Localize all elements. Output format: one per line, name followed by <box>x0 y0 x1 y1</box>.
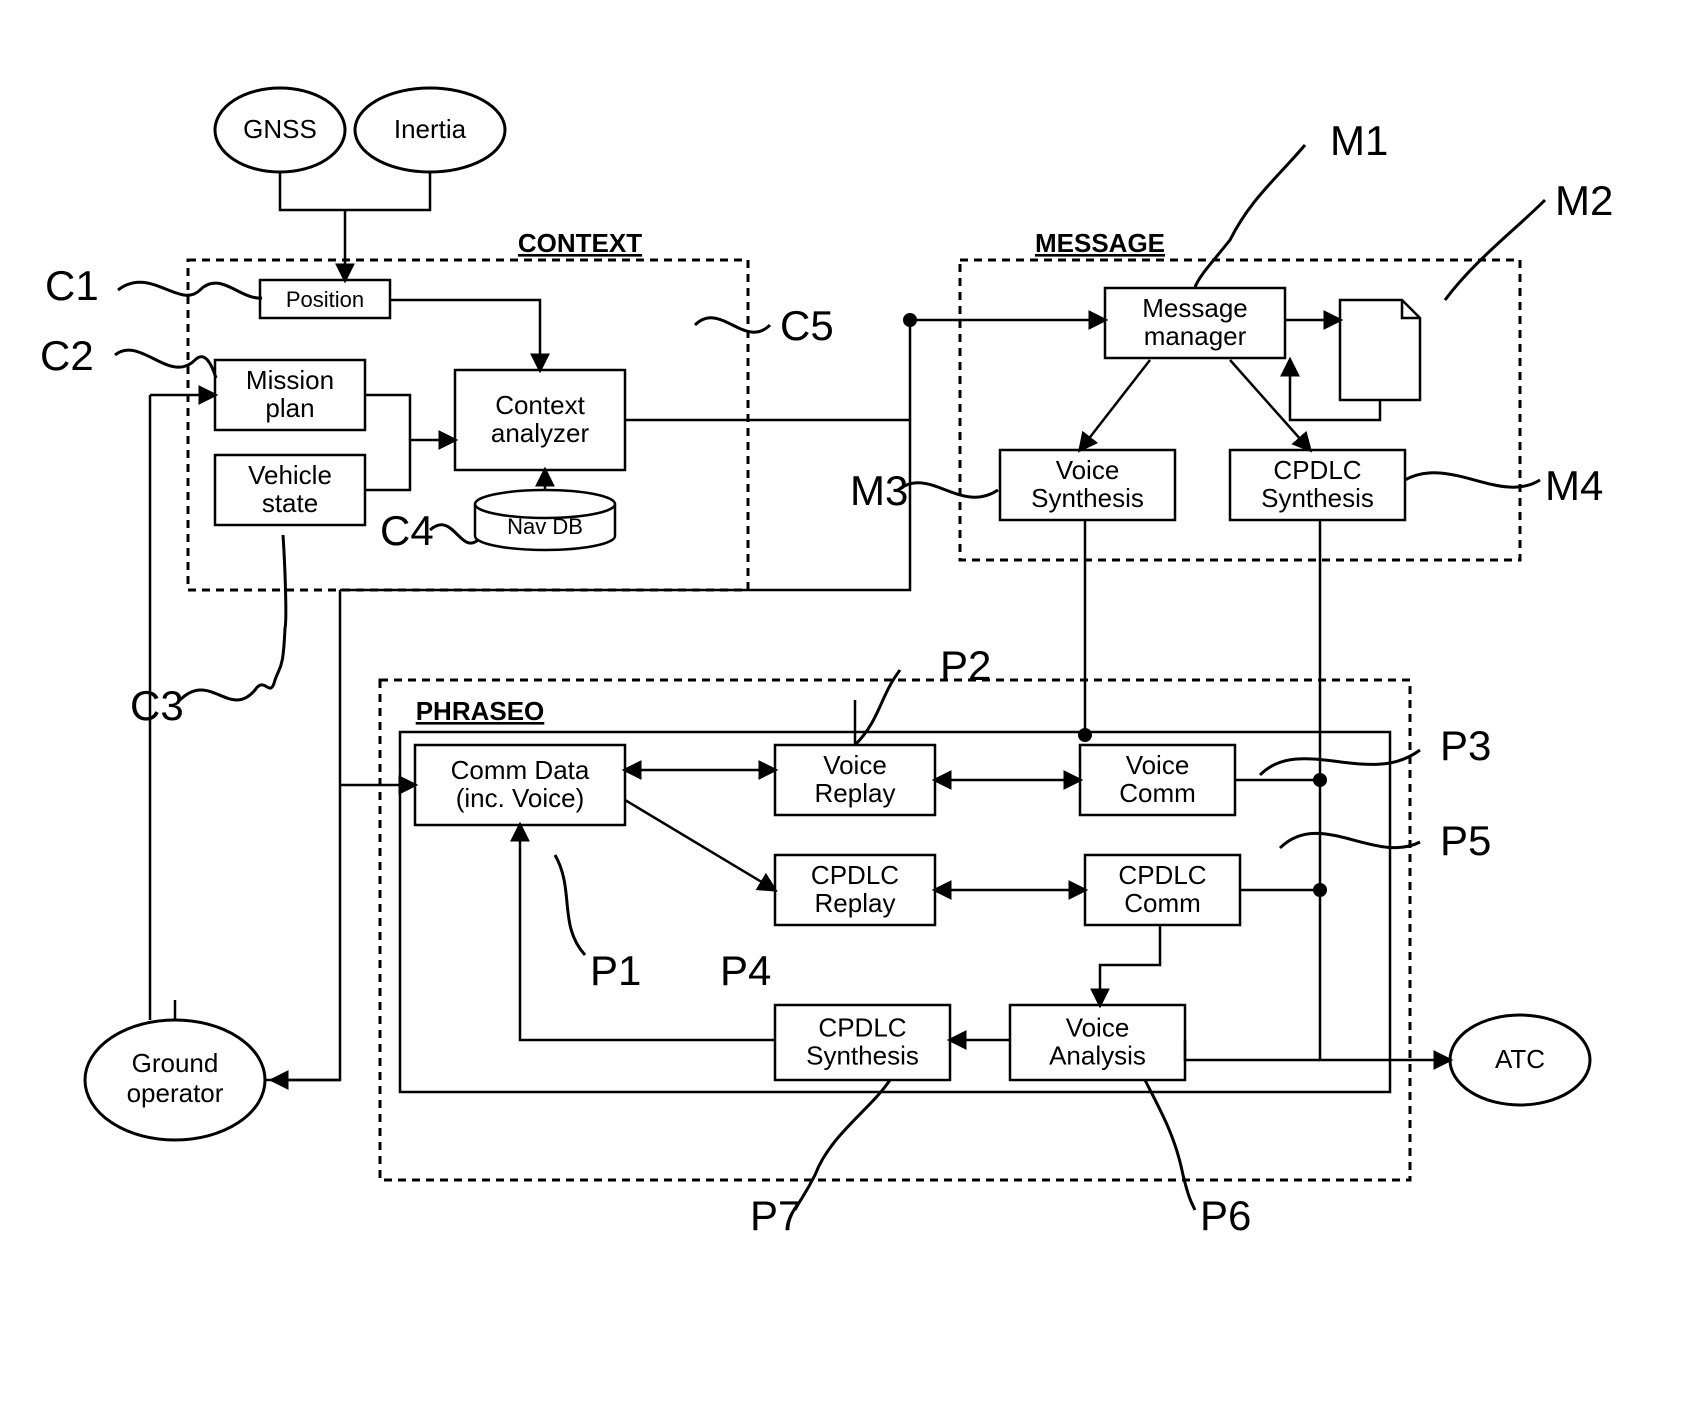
voice_com-label-1: Comm <box>1119 778 1196 808</box>
voice_ana-label-1: Analysis <box>1049 1041 1146 1071</box>
ground_op-label-1: operator <box>127 1078 224 1108</box>
leader-11 <box>1260 750 1420 775</box>
leader-13 <box>1145 1080 1195 1210</box>
comm_data-label-1: (inc. Voice) <box>456 783 585 813</box>
system-diagram: CONTEXT MESSAGE PHRASEO GNSS Inertia Ground… <box>0 0 1698 1403</box>
voice_com-label-0: Voice <box>1126 750 1190 780</box>
ref-C5: C5 <box>780 302 834 349</box>
ref-M3: M3 <box>850 467 908 514</box>
context_an-label-0: Context <box>495 390 585 420</box>
cpdlc_syn-label-1: Synthesis <box>1261 483 1374 513</box>
cpdlc_syn2-label-1: Synthesis <box>806 1041 919 1071</box>
voice_ana-label-0: Voice <box>1066 1013 1130 1043</box>
comm_data-label-0: Comm Data <box>451 755 590 785</box>
nav_db-label: Nav DB <box>507 514 583 539</box>
position-label-0: Position <box>286 287 364 312</box>
cpdlc_syn-label-0: CPDLC <box>1273 455 1361 485</box>
voice_rep-label-0: Voice <box>823 750 887 780</box>
vehicle-label-1: state <box>262 488 318 518</box>
context_an-label-1: analyzer <box>491 418 590 448</box>
mission-label-0: Mission <box>246 365 334 395</box>
leader-5 <box>1195 145 1305 287</box>
leader-3 <box>180 535 286 700</box>
ref-C4: C4 <box>380 507 434 554</box>
inertia-label: Inertia <box>394 114 467 144</box>
voice_syn-label-1: Synthesis <box>1031 483 1144 513</box>
mission-label-1: plan <box>265 393 314 423</box>
ref-P5: P5 <box>1440 817 1491 864</box>
voice_rep-label-1: Replay <box>815 778 896 808</box>
leader-14 <box>795 1080 890 1210</box>
ref-C1: C1 <box>45 262 99 309</box>
ref-C3: C3 <box>130 682 184 729</box>
group-context <box>188 260 748 590</box>
leader-7 <box>898 483 998 497</box>
ref-P6: P6 <box>1200 1192 1251 1239</box>
leader-12 <box>1280 833 1420 848</box>
ref-M4: M4 <box>1545 462 1603 509</box>
atc-label: ATC <box>1495 1044 1545 1074</box>
cpdlc_syn2-label-0: CPDLC <box>818 1013 906 1043</box>
vehicle-label-0: Vehicle <box>248 460 332 490</box>
ref-C2: C2 <box>40 332 94 379</box>
group-title-phraseo: PHRASEO <box>416 696 545 726</box>
msg_doc-doc <box>1340 300 1420 400</box>
leader-1 <box>115 350 216 378</box>
cpdlc_rep-label-0: CPDLC <box>811 860 899 890</box>
gnss-label: GNSS <box>243 114 317 144</box>
cpdlc_rep-label-1: Replay <box>815 888 896 918</box>
msg_mgr-label-1: manager <box>1144 321 1247 351</box>
leader-0 <box>118 282 262 298</box>
leader-4 <box>430 525 478 543</box>
ref-P3: P3 <box>1440 722 1491 769</box>
ref-P1: P1 <box>590 947 641 994</box>
cpdlc_com-label-1: Comm <box>1124 888 1201 918</box>
ref-P2: P2 <box>940 642 991 689</box>
leader-2 <box>695 318 770 332</box>
ground_op-label-0: Ground <box>132 1048 219 1078</box>
group-title-message: MESSAGE <box>1035 228 1165 258</box>
leader-6 <box>1445 200 1545 300</box>
leader-9 <box>555 855 585 955</box>
ref-P4: P4 <box>720 947 771 994</box>
ref-P7: P7 <box>750 1192 801 1239</box>
ref-M2: M2 <box>1555 177 1613 224</box>
ref-M1: M1 <box>1330 117 1388 164</box>
msg_mgr-label-0: Message <box>1142 293 1248 323</box>
group-title-context: CONTEXT <box>518 228 642 258</box>
voice_syn-label-0: Voice <box>1056 455 1120 485</box>
cpdlc_com-label-0: CPDLC <box>1118 860 1206 890</box>
